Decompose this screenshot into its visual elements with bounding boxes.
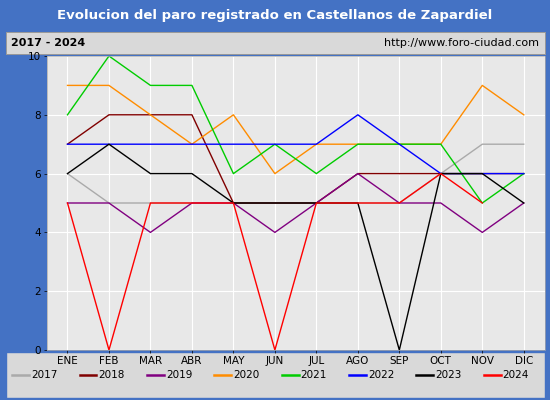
Text: http://www.foro-ciudad.com: http://www.foro-ciudad.com: [384, 38, 539, 48]
Text: 2017 - 2024: 2017 - 2024: [11, 38, 85, 48]
Text: 2024: 2024: [503, 370, 529, 380]
Text: Evolucion del paro registrado en Castellanos de Zapardiel: Evolucion del paro registrado en Castell…: [57, 8, 493, 22]
Text: 2023: 2023: [436, 370, 462, 380]
Text: 2017: 2017: [31, 370, 58, 380]
Text: 2020: 2020: [233, 370, 260, 380]
Text: 2018: 2018: [98, 370, 125, 380]
Text: 2021: 2021: [301, 370, 327, 380]
Text: 2022: 2022: [368, 370, 394, 380]
Text: 2019: 2019: [166, 370, 192, 380]
